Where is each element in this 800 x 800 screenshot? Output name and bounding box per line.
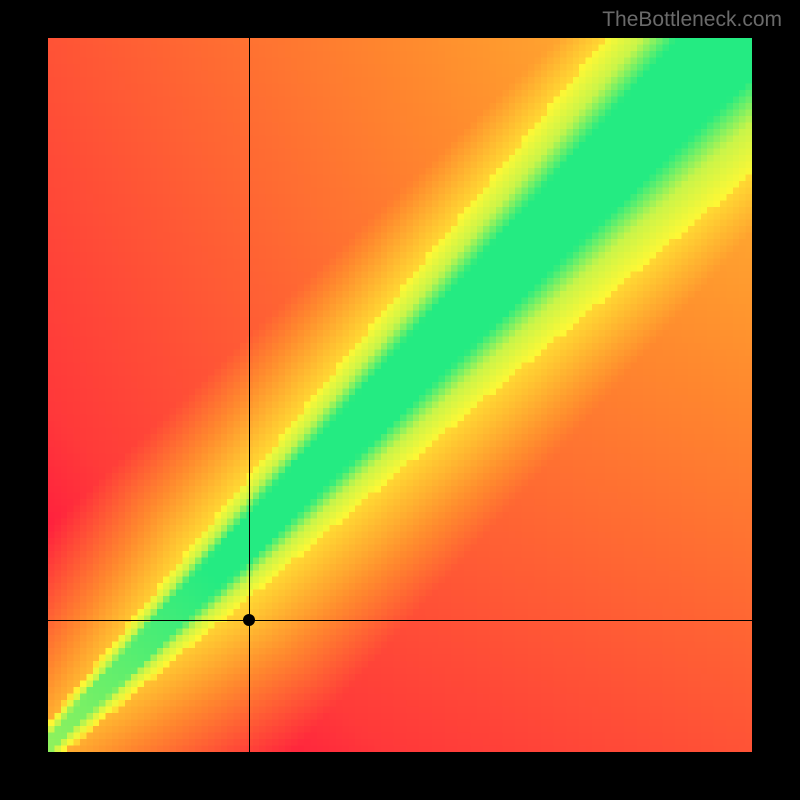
watermark-label: TheBottleneck.com [602, 8, 782, 32]
crosshair-horizontal [48, 620, 752, 621]
intersection-marker [243, 614, 255, 626]
heatmap-plot [48, 38, 752, 752]
crosshair-vertical [249, 38, 250, 752]
heatmap-canvas [48, 38, 752, 752]
